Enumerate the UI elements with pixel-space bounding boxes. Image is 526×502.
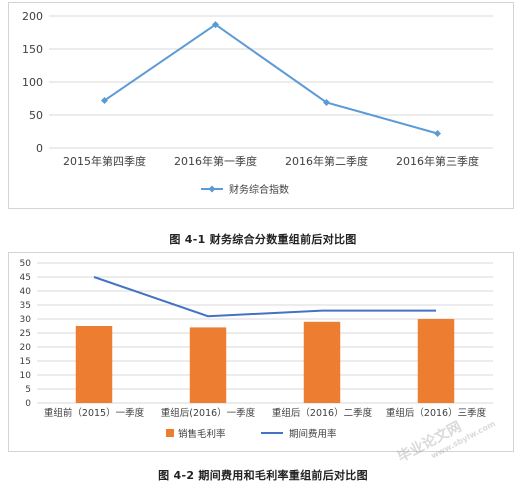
chart2-svg: 0 5 10 15 20 25 30 35 40 45 50 重组前（2015）一季度 重组后(2016… xyxy=(20,259,493,440)
y-tick-label: 35 xyxy=(20,301,31,311)
y-tick-label: 150 xyxy=(22,43,43,56)
y-tick-label: 30 xyxy=(20,315,32,325)
data-point xyxy=(434,129,441,137)
chart1-svg: 0 50 100 150 200 2015年第四季度 2016年第一季度 2016年第二季度 2… xyxy=(22,10,493,196)
legend-label: 财务综合指数 xyxy=(229,183,289,196)
legend-label: 销售毛利率 xyxy=(178,428,226,440)
y-tick-label: 5 xyxy=(25,385,31,395)
x-tick-label: 重组后（2016）二季度 xyxy=(272,407,373,419)
y-tick-label: 0 xyxy=(36,142,43,155)
y-tick-label: 45 xyxy=(20,273,31,283)
data-point xyxy=(212,21,219,29)
y-tick-label: 40 xyxy=(20,287,32,297)
data-point xyxy=(323,98,330,106)
bar xyxy=(75,326,113,403)
y-tick-label: 200 xyxy=(22,10,43,23)
legend-swatch xyxy=(166,429,174,437)
x-tick-label: 2016年第三季度 xyxy=(396,154,479,168)
x-tick-label: 重组前（2015）一季度 xyxy=(44,407,145,419)
y-tick-label: 100 xyxy=(22,76,43,89)
y-tick-label: 25 xyxy=(20,329,31,339)
x-tick-label: 重组后(2016）一季度 xyxy=(161,407,256,419)
figure2-caption: 图 4-2 期间费用和毛利率重组前后对比图 xyxy=(158,469,368,482)
x-tick-label: 2015年第四季度 xyxy=(63,154,146,168)
bar xyxy=(417,319,455,403)
legend-label: 期间费用率 xyxy=(289,428,337,440)
figure1-caption: 图 4-1 财务综合分数重组前后对比图 xyxy=(169,233,357,246)
y-tick-label: 15 xyxy=(20,357,31,367)
series-line xyxy=(103,23,438,135)
y-tick-label: 50 xyxy=(20,259,32,269)
legend-marker xyxy=(208,185,216,193)
bar xyxy=(189,327,227,403)
x-tick-label: 2016年第二季度 xyxy=(285,154,368,168)
y-tick-label: 20 xyxy=(20,343,32,353)
x-tick-label: 2016年第一季度 xyxy=(174,154,257,168)
series-line xyxy=(93,276,436,318)
bar xyxy=(303,321,341,403)
y-tick-label: 0 xyxy=(25,399,31,409)
y-tick-label: 50 xyxy=(29,109,43,122)
chart-financial-index: 0 50 100 150 200 2015年第四季度 2016年第一季度 2016年第二季度 2… xyxy=(8,2,514,209)
data-point xyxy=(101,96,108,104)
chart-expense-margin: 0 5 10 15 20 25 30 35 40 45 50 重组前（2015）一季度 重组后(2016… xyxy=(8,252,514,452)
x-tick-label: 重组后（2016）三季度 xyxy=(386,407,487,419)
y-tick-label: 10 xyxy=(20,371,32,381)
